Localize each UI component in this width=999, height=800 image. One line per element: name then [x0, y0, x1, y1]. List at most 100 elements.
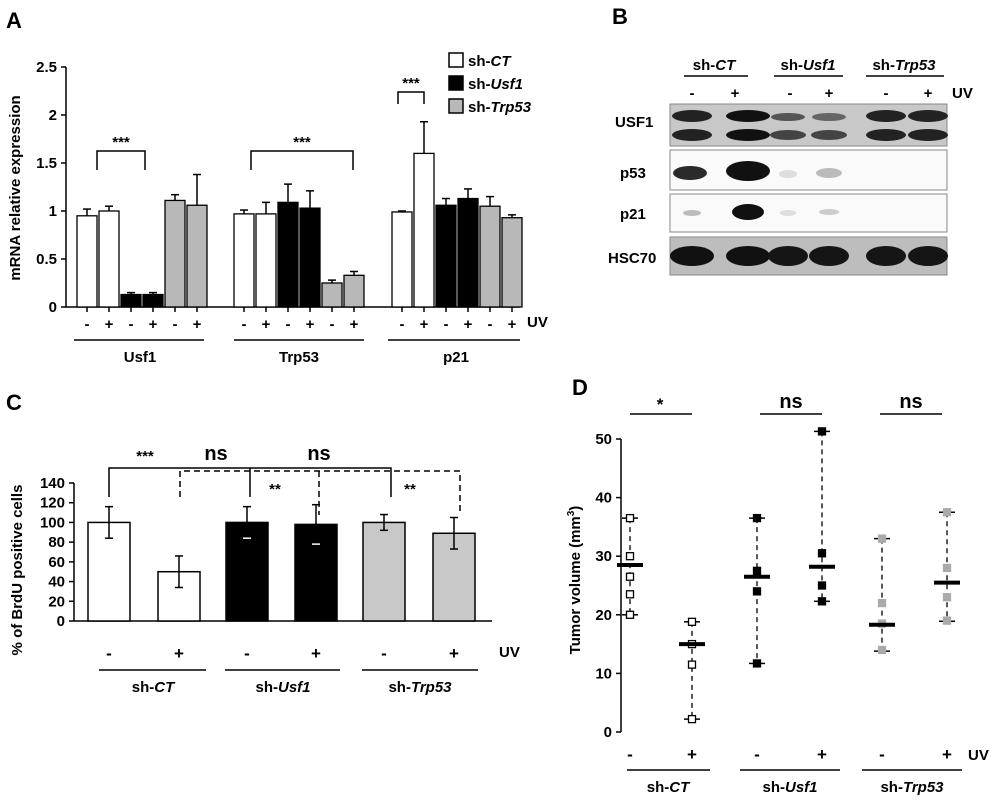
- panel-a-bar-trp53-sh-trp53-minus: [321, 282, 343, 308]
- panel-d-point-sh-trp53-plus: [942, 593, 952, 602]
- panel-d-group-sh-usf1: sh-Usf1: [762, 779, 817, 796]
- panel-c-letter: C: [6, 390, 22, 415]
- panel-b: B sh-CT sh-Usf1 sh-Trp53 - + - + - + UV USF1 …: [608, 4, 973, 276]
- panel-a-bar-trp53-sh-usf1-plus: [299, 207, 321, 308]
- panel-b-header-sh-usf1: sh-Usf1: [780, 57, 835, 74]
- panel-a-treatment-label: +: [508, 316, 517, 333]
- panel-d-point-sh-trp53-minus: [877, 534, 887, 543]
- panel-c-group-sh-usf1: sh-Usf1: [255, 679, 310, 696]
- western-blot-p21: [669, 193, 948, 233]
- panel-a-significance: *** *** ***: [96, 75, 425, 170]
- panel-c-treatment-label: -: [244, 644, 250, 663]
- panel-a-x-labels: - + - + - + - + - + - + - + - + - +: [85, 307, 517, 333]
- panel-b-letter: B: [612, 4, 628, 29]
- panel-d-treatment-label: -: [754, 745, 760, 764]
- blot-label-p21: p21: [620, 206, 646, 223]
- legend-swatch-sh-ct: [448, 52, 464, 68]
- panel-a-treatment-label: +: [149, 316, 158, 333]
- panel-c-treatment-label: +: [174, 644, 184, 663]
- panel-a-treatment-label: -: [330, 316, 335, 333]
- panel-d-point-sh-usf1-plus: [817, 581, 827, 590]
- panel-a-sig-trp53: ***: [293, 134, 311, 151]
- panel-c-sig-ns1: ns: [204, 443, 227, 465]
- panel-d-point-sh-ct-minus: [625, 590, 635, 599]
- panel-a-sig-usf1: ***: [112, 134, 130, 151]
- panel-b-treatment-label: +: [825, 85, 834, 102]
- panel-a-treatment-label: -: [173, 316, 178, 333]
- panel-a-y-tick-label: 0: [49, 299, 57, 316]
- legend-swatch-sh-usf1: [448, 75, 464, 91]
- panel-c-sig-dashed-trp53: **: [404, 481, 416, 498]
- panel-d-treatment-label: +: [942, 745, 952, 764]
- panel-c-treatment-label: -: [381, 644, 387, 663]
- panel-d-y-axis-label: Tumor volume (mm3): [566, 506, 584, 655]
- panel-c-y-tick-label: 60: [48, 554, 65, 571]
- panel-b-header-sh-ct: sh-CT: [693, 57, 737, 74]
- panel-d-point-sh-trp53-plus: [942, 616, 952, 625]
- panel-d-point-sh-usf1-minus: [752, 566, 762, 575]
- panel-c-y-tick-label: 0: [57, 613, 65, 630]
- panel-a-treatment-label: -: [400, 316, 405, 333]
- panel-d-point-sh-trp53-plus: [942, 563, 952, 573]
- panel-d-treatment-label: +: [687, 745, 697, 764]
- panel-d-points: [617, 427, 960, 724]
- legend-swatch-sh-trp53: [448, 98, 464, 114]
- western-blot-p53: [669, 149, 948, 191]
- panel-d-point-sh-usf1-minus: [752, 659, 762, 668]
- panel-c-group-sh-ct: sh-CT: [132, 679, 176, 696]
- panel-d-point-sh-usf1-plus: [817, 427, 827, 436]
- panel-a-sig-p21: ***: [402, 75, 420, 92]
- panel-d-y-tick-label: 10: [595, 665, 612, 682]
- panel-a-y-axis-label: mRNA relative expression: [7, 95, 24, 280]
- panel-d-letter: D: [572, 375, 588, 400]
- panel-a-treatment-label: +: [464, 316, 473, 333]
- panel-c-y-tick-label: 80: [48, 534, 65, 551]
- panel-d-treatment-label: -: [627, 745, 633, 764]
- panel-a-treatment-label: +: [262, 316, 271, 333]
- panel-a-treatment-label: -: [488, 316, 493, 333]
- panel-c-sig-dashed-usf1: **: [269, 481, 281, 498]
- panel-d-y-tick-label: 50: [595, 431, 612, 448]
- panel-a-bar-p21-sh-usf1-plus: [457, 197, 479, 308]
- panel-a-group-label-p21: p21: [443, 349, 469, 366]
- panel-a: A mRNA relative expression 00.511.522.5 …: [6, 8, 548, 366]
- panel-d-y-tick-label: 40: [595, 490, 612, 507]
- panel-d-sig-ct: *: [657, 395, 664, 414]
- panel-d-x-labels: - + - + - +: [627, 745, 952, 764]
- panel-c-treatment-label: -: [106, 644, 112, 663]
- panel-c-treatment-label: +: [449, 644, 459, 663]
- panel-b-treatment-label: -: [788, 85, 793, 102]
- panel-a-treatment-label: +: [193, 316, 202, 333]
- panel-d-sig-trp53: ns: [899, 391, 922, 413]
- panel-d-significance: * ns ns: [630, 391, 942, 415]
- panel-a-group-label-usf1: Usf1: [124, 349, 157, 366]
- panel-c-treatment-label: +: [311, 644, 321, 663]
- panel-d-uv-label: UV: [968, 747, 989, 764]
- panel-b-treatment-label: +: [924, 85, 933, 102]
- panel-d-y-tick-label: 0: [604, 724, 612, 741]
- panel-c-y-tick-label: 140: [40, 475, 65, 492]
- panel-b-treatment-label: +: [731, 85, 740, 102]
- panel-c-y-tick-label: 40: [48, 574, 65, 591]
- legend-label-sh-trp53: sh-Trp53: [468, 99, 532, 116]
- panel-a-treatment-label: -: [242, 316, 247, 333]
- panel-a-y-tick-label: 1.5: [36, 155, 57, 172]
- panel-a-bar-p21-sh-ct-plus: [413, 152, 435, 308]
- blot-label-p53: p53: [620, 165, 646, 182]
- legend-label-sh-ct: sh-CT: [468, 53, 512, 70]
- panel-b-header-sh-trp53: sh-Trp53: [872, 57, 936, 74]
- panel-a-bars: [66, 120, 523, 308]
- panel-a-treatment-label: -: [85, 316, 90, 333]
- panel-d-y-axis: 0 10 20 30 40 50: [595, 431, 622, 741]
- panel-d-point-sh-ct-minus: [625, 513, 635, 523]
- panel-b-uv-label: UV: [952, 85, 973, 102]
- panel-a-y-tick-label: 2: [49, 107, 57, 124]
- panel-d-group-sh-ct: sh-CT: [647, 779, 691, 796]
- panel-a-treatment-label: -: [129, 316, 134, 333]
- panel-a-bar-trp53-sh-usf1-minus: [277, 201, 299, 308]
- panel-a-uv-label: UV: [527, 314, 548, 331]
- panel-d-point-sh-trp53-minus: [877, 645, 887, 655]
- panel-d-point-sh-usf1-plus: [817, 597, 827, 606]
- panel-a-y-tick-label: 1: [49, 203, 57, 220]
